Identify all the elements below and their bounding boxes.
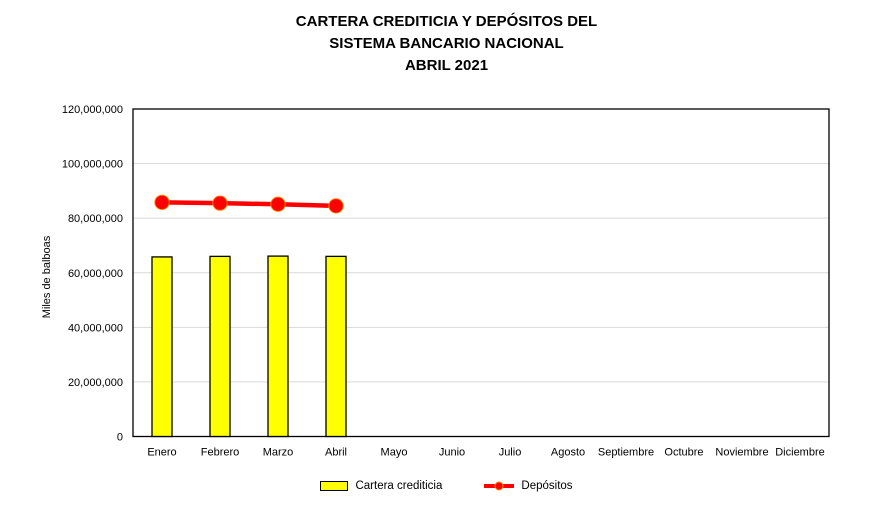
y-tick-label-80000000: 80,000,000 <box>68 213 123 225</box>
plot-border <box>132 108 830 438</box>
x-tick-label-noviembre: Noviembre <box>715 447 768 459</box>
depositos-marker-febrero <box>212 195 228 211</box>
legend-item-depositos: Depósitos <box>484 480 573 492</box>
depositos-marker-abril <box>328 198 344 214</box>
bar-abril <box>325 255 347 438</box>
bar-marzo <box>267 255 289 438</box>
chart-title-line-2: SISTEMA BANCARIO NACIONAL <box>329 35 564 52</box>
x-tick-label-agosto: Agosto <box>551 447 585 459</box>
y-tick-label-40000000: 40,000,000 <box>68 322 123 334</box>
bar-febrero <box>209 255 231 438</box>
x-tick-label-mayo: Mayo <box>381 447 408 459</box>
y-tick-label-0: 0 <box>117 432 123 444</box>
legend-label-depositos: Depósitos <box>521 480 573 492</box>
chart-title-line-1: CARTERA CREDITICIA Y DEPÓSITOS DEL <box>295 13 598 30</box>
line-series-marker-swatch <box>494 481 504 491</box>
legend: Cartera crediticia Depósitos <box>0 480 893 492</box>
bar-enero <box>151 256 173 438</box>
x-tick-label-junio: Junio <box>439 447 465 459</box>
chart-title: CARTERA CREDITICIA Y DEPÓSITOS DEL SISTE… <box>0 11 893 77</box>
line-series-swatch <box>484 481 515 491</box>
depositos-marker-enero <box>154 194 170 210</box>
y-tick-label-60000000: 60,000,000 <box>68 268 123 280</box>
y-tick-label-100000000: 100,000,000 <box>62 159 123 171</box>
y-tick-label-20000000: 20,000,000 <box>68 377 123 389</box>
x-tick-label-diciembre: Diciembre <box>775 447 825 459</box>
x-tick-label-febrero: Febrero <box>201 447 240 459</box>
x-tick-label-julio: Julio <box>499 447 522 459</box>
chart-title-line-3: ABRIL 2021 <box>404 57 489 74</box>
legend-label-cartera-crediticia: Cartera crediticia <box>355 480 443 492</box>
depositos-line <box>161 200 337 209</box>
x-tick-label-enero: Enero <box>147 447 176 459</box>
depositos-marker-marzo <box>270 196 286 212</box>
x-tick-label-octubre: Octubre <box>664 447 703 459</box>
bar-series-swatch <box>320 481 349 491</box>
x-tick-label-septiembre: Septiembre <box>598 447 654 459</box>
legend-item-cartera-crediticia: Cartera crediticia <box>320 480 442 492</box>
y-tick-label-120000000: 120,000,000 <box>62 104 123 116</box>
x-tick-label-marzo: Marzo <box>263 447 294 459</box>
x-tick-label-abril: Abril <box>325 447 347 459</box>
